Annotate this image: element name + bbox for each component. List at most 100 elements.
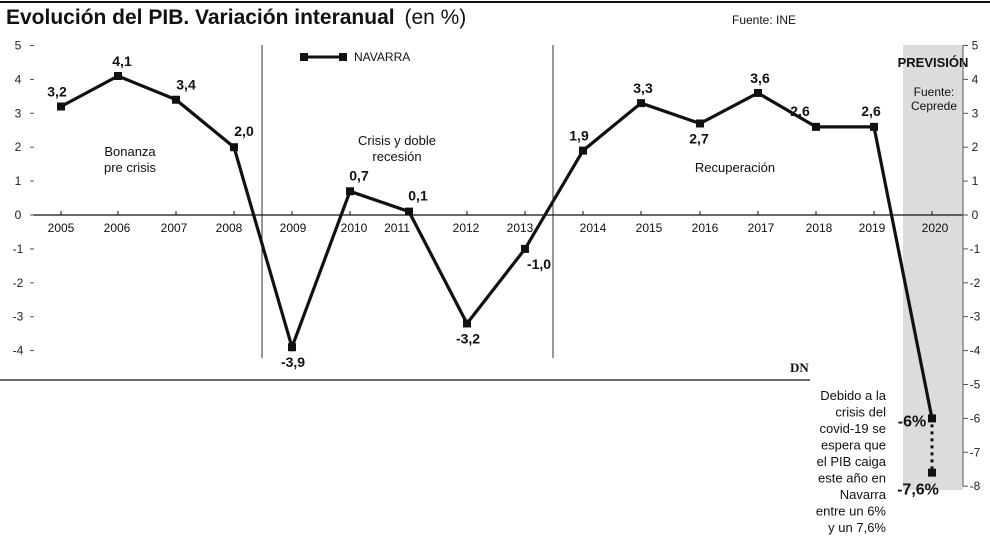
- covid-note-line: el PIB caiga: [817, 454, 887, 469]
- right-tick-label: 0: [972, 208, 979, 222]
- covid-note-line: y un 7,6%: [828, 520, 886, 535]
- left-tick-label: -1: [13, 242, 24, 256]
- x-tick-label-2011: 2011: [384, 221, 410, 235]
- forecast-range: [928, 424, 936, 477]
- data-label-2015: 3,3: [633, 80, 653, 96]
- left-tick-label: 5: [15, 39, 22, 53]
- forecast-low-point: [928, 468, 936, 477]
- covid-note-line: crisis del: [835, 405, 886, 420]
- x-tick-label-2014: 2014: [580, 221, 607, 235]
- covid-note-line: covid-19 se: [820, 421, 886, 436]
- x-tick-label-2016: 2016: [692, 221, 719, 235]
- right-tick-label: 4: [972, 72, 979, 86]
- right-tick-label: -1: [970, 242, 981, 256]
- data-point-2014: [579, 146, 587, 155]
- data-label-2009: -3,9: [281, 354, 305, 370]
- covid-note-line: espera que: [821, 438, 886, 453]
- covid-note: Debido a la crisis del covid-19 se espera q…: [816, 388, 887, 535]
- data-point-2006: [114, 72, 122, 81]
- data-point-2018: [812, 122, 820, 131]
- x-tick-label-2009: 2009: [280, 221, 307, 235]
- forecast-label: PREVISIÓN: [898, 55, 969, 70]
- right-tick-label: 3: [972, 106, 979, 120]
- data-point-2011: [405, 207, 413, 216]
- period-label-recuperacion: Recuperación: [695, 160, 775, 175]
- period-label-crisis-line2: recesión: [372, 149, 421, 164]
- x-tick-label-2013: 2013: [507, 221, 534, 235]
- x-tick-label-2007: 2007: [161, 221, 188, 235]
- data-label-2005: 3,2: [47, 84, 67, 100]
- left-tick-label: 1: [15, 174, 22, 188]
- right-tick-label: -5: [970, 378, 981, 392]
- x-tick-label-2015: 2015: [636, 221, 663, 235]
- data-label-2020: -6%: [898, 413, 926, 430]
- left-tick-label: 4: [15, 72, 22, 86]
- right-tick-label: -8: [970, 479, 981, 493]
- left-tick-label: 3: [15, 106, 22, 120]
- right-tick-label: 2: [972, 140, 979, 154]
- right-tick-label: -2: [970, 276, 981, 290]
- left-tick-label: -3: [13, 310, 24, 324]
- data-label-2011: 0,1: [408, 188, 428, 204]
- chart-title: Evolución del PIB. Variación interanual …: [6, 6, 466, 29]
- left-tick-label: 0: [15, 208, 22, 222]
- data-label-2014: 1,9: [569, 128, 589, 144]
- data-label-2012: -3,2: [456, 330, 480, 346]
- x-axis: 2005 2006 2007 2008 2009 2010 2011 2012 2013 2014…: [48, 211, 949, 235]
- x-tick-label-2006: 2006: [104, 221, 131, 235]
- right-tick-label: -7: [970, 445, 981, 459]
- left-tick-label: -4: [13, 344, 24, 358]
- forecast-source-line2: Ceprede: [911, 99, 957, 113]
- x-tick-label-2005: 2005: [48, 221, 75, 235]
- data-label-2016: 2,7: [689, 130, 709, 146]
- right-tick-label: -3: [970, 310, 981, 324]
- legend-marker-left: [300, 53, 308, 61]
- data-point-2020: [928, 414, 936, 423]
- data-point-2017: [754, 88, 762, 97]
- period-label-bonanza-line2: pre crisis: [104, 160, 157, 175]
- legend: NAVARRA: [300, 50, 410, 64]
- series-line-navarra: [60, 74, 934, 419]
- data-point-2009: [288, 343, 296, 352]
- x-tick-label-2017: 2017: [748, 221, 775, 235]
- series-navarra: [57, 72, 936, 423]
- x-tick-label-2018: 2018: [806, 221, 833, 235]
- data-point-2007: [172, 95, 180, 104]
- covid-note-line: entre un 6%: [816, 504, 887, 519]
- data-label-2019: 2,6: [861, 103, 881, 119]
- data-label-2013: -1,0: [527, 256, 551, 272]
- data-label-2010: 0,7: [349, 167, 369, 183]
- x-tick-label-2012: 2012: [453, 221, 480, 235]
- x-tick-label-2010: 2010: [341, 221, 368, 235]
- source-label: Fuente: INE: [732, 13, 796, 27]
- data-point-2008: [230, 143, 238, 152]
- right-tick-label: 1: [972, 174, 979, 188]
- data-point-2010: [346, 187, 354, 196]
- legend-marker-right: [339, 53, 347, 61]
- period-label-crisis-line1: Crisis y doble: [358, 133, 436, 148]
- data-labels: 3,2 4,1 3,4 2,0 -3,9 0,7 0,1 -3,2 -1,0 1,9 3,3 2,7 3…: [47, 53, 939, 499]
- x-tick-label-2008: 2008: [216, 221, 243, 235]
- left-tick-label: 2: [15, 140, 22, 154]
- data-label-2018: 2,6: [790, 103, 810, 119]
- dn-logo: DN: [790, 360, 809, 375]
- data-label-2017: 3,6: [750, 70, 770, 86]
- period-label-bonanza-line1: Bonanza: [104, 144, 156, 159]
- covid-note-line: este año en: [818, 471, 886, 486]
- data-point-2013: [521, 244, 529, 253]
- covid-note-line: Navarra: [840, 487, 887, 502]
- data-point-2016: [696, 119, 704, 128]
- right-tick-label: -4: [970, 344, 981, 358]
- data-point-2015: [637, 99, 645, 108]
- right-tick-label: 5: [972, 39, 979, 53]
- left-axis: 5 4 3 2 1 0 -1 -2 -3 -4: [13, 39, 34, 358]
- left-tick-label: -2: [13, 276, 24, 290]
- forecast-source-line1: Fuente:: [914, 85, 955, 99]
- x-tick-label-2019: 2019: [859, 221, 886, 235]
- data-label-2007: 3,4: [176, 77, 196, 93]
- data-label-2008: 2,0: [234, 123, 254, 139]
- x-tick-label-2020: 2020: [922, 221, 949, 235]
- right-axis: 5 4 3 2 1 0 -1 -2 -3 -4 -5 -6 -7 -8: [962, 39, 981, 493]
- data-point-2012: [463, 319, 471, 328]
